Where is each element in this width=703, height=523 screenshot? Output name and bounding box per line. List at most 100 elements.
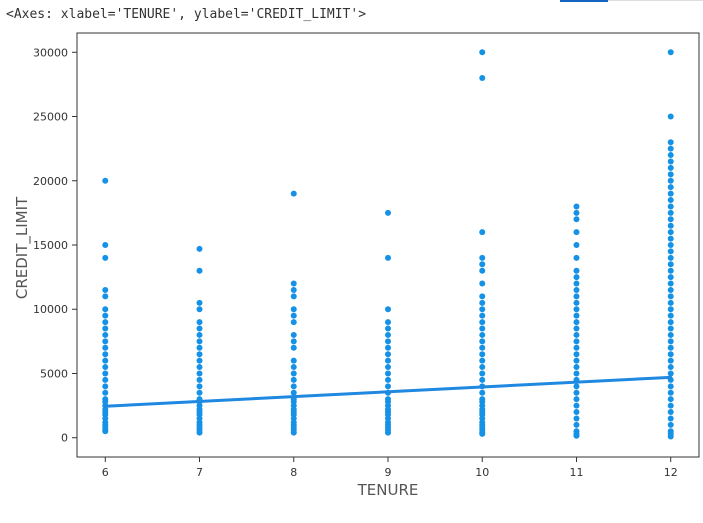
data-point bbox=[196, 429, 203, 436]
data-point bbox=[667, 274, 674, 281]
data-point bbox=[196, 245, 203, 252]
data-point bbox=[667, 177, 674, 184]
data-point bbox=[667, 293, 674, 300]
data-point bbox=[102, 286, 109, 293]
data-point bbox=[102, 312, 109, 319]
data-point bbox=[573, 203, 580, 210]
data-point bbox=[102, 428, 109, 435]
data-point bbox=[290, 370, 297, 377]
data-point bbox=[573, 274, 580, 281]
data-point bbox=[290, 364, 297, 371]
data-point bbox=[573, 306, 580, 313]
data-point bbox=[290, 331, 297, 338]
data-point bbox=[667, 319, 674, 326]
data-point bbox=[196, 357, 203, 364]
data-point bbox=[573, 364, 580, 371]
data-point bbox=[667, 164, 674, 171]
data-point bbox=[479, 430, 486, 437]
data-point bbox=[667, 344, 674, 351]
data-point bbox=[667, 197, 674, 204]
x-tick-label: 12 bbox=[664, 466, 678, 479]
y-axis-label: CREDIT_LIMIT bbox=[13, 196, 32, 299]
data-point bbox=[196, 306, 203, 313]
data-point bbox=[102, 254, 109, 261]
data-point bbox=[290, 319, 297, 326]
data-point bbox=[290, 280, 297, 287]
x-axis-label: TENURE bbox=[357, 481, 419, 499]
data-point bbox=[102, 351, 109, 358]
data-point bbox=[573, 331, 580, 338]
data-point bbox=[196, 299, 203, 306]
data-point bbox=[573, 229, 580, 236]
x-tick-label: 8 bbox=[290, 466, 297, 479]
data-point bbox=[102, 338, 109, 345]
data-point bbox=[102, 370, 109, 377]
data-point bbox=[479, 254, 486, 261]
data-point bbox=[667, 357, 674, 364]
data-point bbox=[479, 325, 486, 332]
data-point bbox=[667, 254, 674, 261]
tab-active-indicator[interactable] bbox=[560, 0, 608, 2]
data-point bbox=[290, 286, 297, 293]
data-point bbox=[573, 209, 580, 216]
data-point bbox=[385, 357, 391, 364]
data-point bbox=[385, 209, 391, 216]
data-point bbox=[196, 351, 203, 358]
data-point bbox=[667, 139, 674, 146]
data-point bbox=[385, 364, 391, 371]
data-point bbox=[385, 383, 391, 390]
data-point bbox=[385, 325, 391, 332]
data-point bbox=[196, 376, 203, 383]
data-point bbox=[385, 370, 391, 377]
data-point bbox=[102, 357, 109, 364]
data-point bbox=[385, 306, 391, 313]
data-point bbox=[479, 49, 486, 56]
x-tick-label: 7 bbox=[196, 466, 203, 479]
data-point bbox=[479, 351, 486, 358]
data-point bbox=[667, 190, 674, 197]
data-point bbox=[385, 331, 391, 338]
data-point bbox=[667, 216, 674, 223]
data-point bbox=[479, 389, 486, 396]
y-axis-ticks: 0 5000 10000 15000 20000 25000 30000 bbox=[33, 46, 77, 445]
data-point bbox=[385, 254, 391, 261]
data-point bbox=[667, 184, 674, 191]
data-point bbox=[102, 306, 109, 313]
data-point bbox=[667, 299, 674, 306]
y-tick-label: 20000 bbox=[33, 175, 68, 188]
data-point bbox=[385, 429, 391, 436]
data-point bbox=[667, 351, 674, 358]
data-point bbox=[573, 293, 580, 300]
data-point bbox=[290, 338, 297, 345]
data-point bbox=[479, 229, 486, 236]
data-point bbox=[573, 344, 580, 351]
data-point bbox=[479, 376, 486, 383]
data-point bbox=[667, 49, 674, 56]
data-point bbox=[573, 338, 580, 345]
data-point bbox=[102, 325, 109, 332]
output-repr-text: <Axes: xlabel='TENURE', ylabel='CREDIT_L… bbox=[6, 7, 367, 22]
data-point bbox=[573, 409, 580, 416]
data-point bbox=[290, 344, 297, 351]
data-point bbox=[667, 433, 674, 440]
data-point bbox=[667, 229, 674, 236]
y-tick-label: 30000 bbox=[33, 46, 68, 59]
data-point bbox=[479, 357, 486, 364]
y-tick-label: 10000 bbox=[33, 303, 68, 316]
x-axis-ticks: 6 7 8 9 10 11 12 bbox=[102, 457, 678, 479]
regression-line-group bbox=[103, 375, 673, 408]
data-point bbox=[102, 376, 109, 383]
tab-inactive-indicator[interactable] bbox=[608, 0, 703, 1]
data-point bbox=[102, 293, 109, 300]
data-point bbox=[573, 312, 580, 319]
data-point bbox=[667, 286, 674, 293]
data-point bbox=[667, 235, 674, 242]
data-point bbox=[290, 376, 297, 383]
data-point bbox=[573, 383, 580, 390]
data-point bbox=[667, 364, 674, 371]
data-point bbox=[667, 331, 674, 338]
data-point bbox=[102, 383, 109, 390]
data-point bbox=[290, 429, 297, 436]
data-point bbox=[385, 319, 391, 326]
